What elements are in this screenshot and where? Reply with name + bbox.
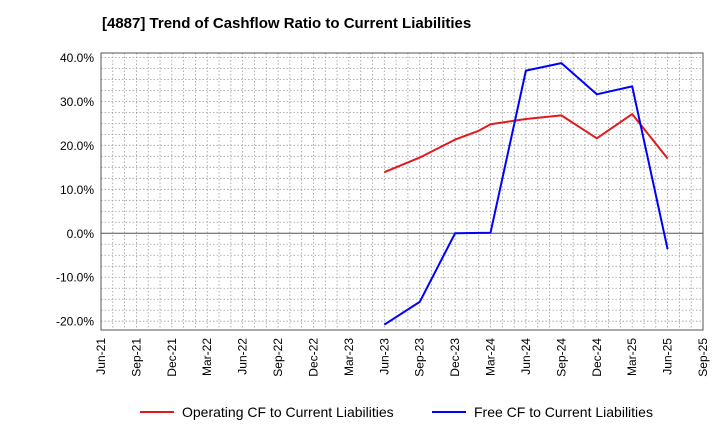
x-tick-label: Mar-22 <box>200 338 214 376</box>
x-tick-label: Jun-22 <box>236 338 250 375</box>
legend-label-operating-cf: Operating CF to Current Liabilities <box>182 404 394 420</box>
legend-item-free-cf: Free CF to Current Liabilities <box>432 404 653 420</box>
y-tick-label: 40.0% <box>60 51 94 65</box>
x-tick-label: Jun-23 <box>377 338 391 375</box>
y-tick-label: 20.0% <box>60 139 94 153</box>
plot-area <box>101 53 703 330</box>
x-tick-label: Dec-21 <box>165 338 179 377</box>
x-tick-label: Sep-23 <box>413 338 427 377</box>
x-tick-label: Sep-22 <box>271 338 285 377</box>
x-tick-label: Jun-21 <box>94 338 108 375</box>
x-tick-label: Sep-25 <box>696 338 710 377</box>
series-line-operating-cf <box>383 113 669 174</box>
y-tick-label: -20.0% <box>56 315 94 329</box>
x-tick-label: Dec-23 <box>448 338 462 377</box>
y-tick-label: 30.0% <box>60 95 94 109</box>
legend-swatch-operating-cf <box>140 411 174 413</box>
x-tick-label: Jun-25 <box>661 338 675 375</box>
legend-swatch-free-cf <box>432 411 466 413</box>
x-tick-label: Mar-23 <box>342 338 356 376</box>
plot-frame <box>100 52 704 331</box>
legend-item-operating-cf: Operating CF to Current Liabilities <box>140 404 394 420</box>
y-tick-label: -10.0% <box>56 271 94 285</box>
x-tick-label: Mar-25 <box>625 338 639 376</box>
x-tick-label: Mar-24 <box>484 338 498 376</box>
x-tick-label: Jun-24 <box>519 338 533 375</box>
chart-title: [4887] Trend of Cashflow Ratio to Curren… <box>102 15 472 32</box>
series-line-free-cf <box>383 62 669 326</box>
x-tick-label: Dec-22 <box>306 338 320 377</box>
y-tick-label: 0.0% <box>67 227 95 241</box>
x-tick-label: Sep-21 <box>129 338 143 377</box>
legend-label-free-cf: Free CF to Current Liabilities <box>474 404 653 420</box>
y-tick-label: 10.0% <box>60 183 94 197</box>
x-tick-label: Sep-24 <box>554 338 568 377</box>
x-tick-label: Dec-24 <box>590 338 604 377</box>
